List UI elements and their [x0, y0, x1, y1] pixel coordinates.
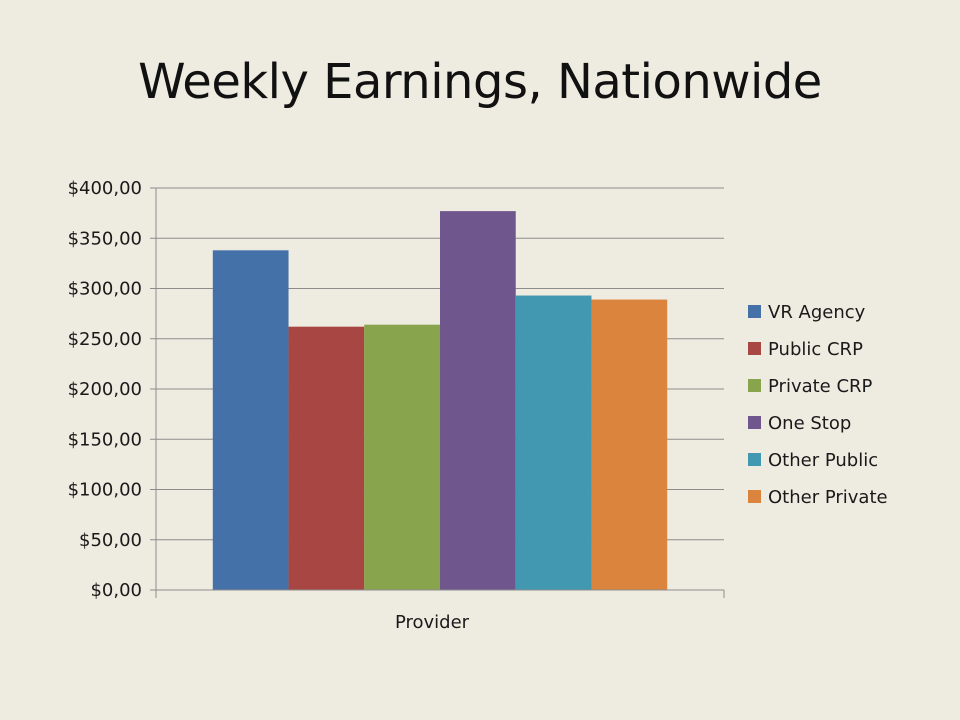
bar-other-private [591, 299, 668, 590]
bar-other-public [515, 295, 592, 590]
y-tick-label: $250,00 [68, 329, 142, 350]
y-tick-label: $0,00 [90, 580, 142, 601]
y-tick-label: $300,00 [68, 279, 142, 300]
bars [212, 211, 668, 591]
legend-label: VR Agency [768, 302, 866, 323]
legend-swatch [748, 305, 761, 318]
legend-swatch [748, 379, 761, 392]
bar-public-crp [288, 326, 365, 590]
legend-swatch [748, 453, 761, 466]
y-tick-label: $150,00 [68, 429, 142, 450]
legend-label: Other Public [768, 450, 878, 471]
legend: VR Agency Public CRP Private CRP One Stop Ot… [748, 302, 888, 508]
legend-label: Private CRP [768, 376, 873, 397]
slide-title: Weekly Earnings, Nationwide [138, 54, 822, 110]
y-tick-label: $50,00 [79, 530, 142, 551]
legend-label: One Stop [768, 413, 851, 434]
y-tick-label: $400,00 [68, 178, 142, 199]
legend-swatch [748, 490, 761, 503]
bar-one-stop [440, 211, 516, 591]
bar-vr-agency [212, 250, 289, 590]
y-tick-label: $350,00 [68, 228, 142, 249]
y-tick-label: $100,00 [68, 480, 142, 501]
x-category-labels: Provider [395, 612, 470, 633]
y-tick-labels: $0,00 $50,00 $100,00 $150,00 $200,00 $250,00 $… [68, 178, 142, 601]
x-category-label: Provider [395, 612, 470, 633]
legend-label: Public CRP [768, 339, 863, 360]
axes [150, 187, 725, 598]
y-tick-label: $200,00 [68, 379, 142, 400]
bar-private-crp [364, 324, 440, 590]
legend-swatch [748, 416, 761, 429]
legend-swatch [748, 342, 761, 355]
legend-label: Other Private [768, 487, 888, 508]
